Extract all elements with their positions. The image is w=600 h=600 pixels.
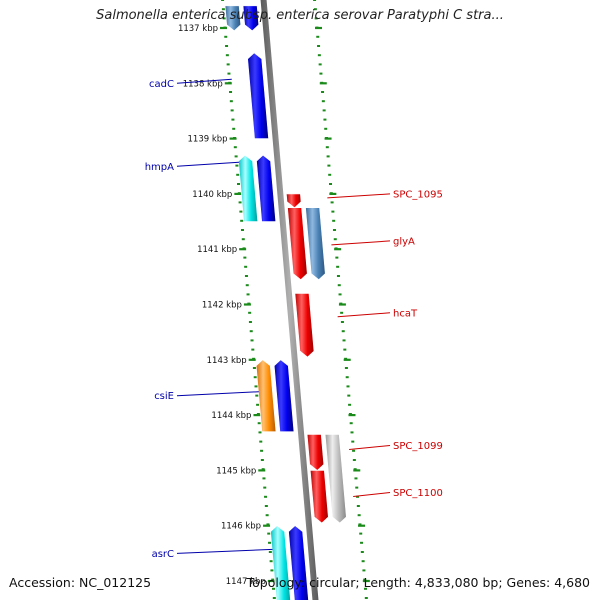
backbone-line [260, 0, 319, 600]
gene-feature-5[interactable] [286, 193, 302, 209]
gene-labels: cadC hmpA csiE asrC SPC_1095 glyA hcaT SPC_1099… [145, 79, 443, 560]
gene-feature-8[interactable] [294, 293, 315, 358]
kbp-label: 1140 kbp [192, 190, 232, 200]
gene-label-SPC_1100[interactable]: SPC_1100 [393, 488, 443, 499]
gene-label-SPC_1095[interactable]: SPC_1095 [393, 189, 443, 200]
gene-label-leader [331, 240, 391, 246]
gene-feature-7[interactable] [305, 207, 326, 281]
genome-summary-text: Topology: circular; Length: 4,833,080 bp… [246, 575, 590, 590]
accession-text: Accession: NC_012125 [9, 575, 152, 590]
kbp-axis-labels: 1137 kbp 1138 kbp 1139 kbp 1140 kbp 1141 kbp… [178, 24, 266, 587]
gene-feature-1[interactable] [242, 5, 260, 32]
gene-feature-14[interactable] [270, 525, 292, 600]
kbp-label: 1144 kbp [211, 411, 251, 421]
kbp-label: 1146 kbp [221, 522, 261, 532]
kbp-label: 1145 kbp [216, 466, 256, 476]
gene-label-glyA[interactable]: glyA [393, 236, 415, 247]
tick-marks [220, 0, 370, 599]
gene-label-leader [353, 492, 391, 498]
kbp-label: 1141 kbp [197, 245, 237, 255]
gene-label-hmpA[interactable]: hmpA [145, 162, 174, 173]
map-title: Salmonella enterica subsp. enterica sero… [96, 8, 504, 23]
gene-label-leader [176, 391, 259, 397]
gene-label-asrC[interactable]: asrC [152, 549, 174, 560]
kbp-label: 1137 kbp [178, 24, 218, 34]
gene-features [224, 5, 347, 600]
kbp-label: 1142 kbp [202, 301, 242, 311]
gene-feature-4[interactable] [256, 154, 277, 222]
kbp-label: 1143 kbp [207, 356, 247, 366]
kbp-label: 1147 kbp [226, 577, 266, 587]
gene-label-leader [176, 548, 273, 554]
gene-feature-12[interactable] [324, 434, 347, 524]
gene-label-leader [176, 78, 232, 84]
kbp-label: 1139 kbp [188, 135, 228, 145]
kbp-label: 1138 kbp [183, 79, 223, 89]
gene-feature-15[interactable] [288, 525, 310, 600]
gene-feature-11[interactable] [306, 434, 325, 471]
gene-label-csiE[interactable]: csiE [154, 391, 174, 402]
gene-label-hcaT[interactable]: hcaT [393, 308, 418, 319]
gene-feature-3[interactable] [238, 154, 259, 222]
gene-feature-0[interactable] [224, 5, 242, 32]
gene-feature-2[interactable] [247, 52, 269, 139]
gene-label-leader [349, 445, 391, 451]
gene-label-SPC_1099[interactable]: SPC_1099 [393, 441, 443, 452]
gene-label-leader [327, 193, 391, 199]
gene-label-leader [337, 312, 391, 318]
gene-label-cadC[interactable]: cadC [149, 79, 174, 90]
gene-label-leader [176, 161, 239, 167]
gene-feature-13[interactable] [309, 470, 329, 524]
gene-feature-6[interactable] [287, 207, 308, 281]
gene-feature-9[interactable] [255, 359, 277, 432]
gene-feature-10[interactable] [273, 359, 295, 432]
genome-backbone [260, 0, 319, 600]
